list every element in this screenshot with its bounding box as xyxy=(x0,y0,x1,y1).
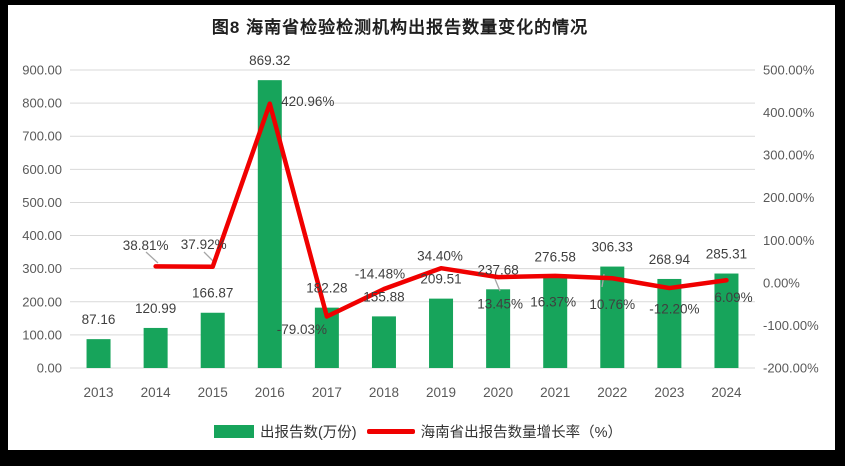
growth-value-label: -14.48% xyxy=(355,267,405,282)
x-axis-label-2018: 2018 xyxy=(369,385,399,400)
bar-2014 xyxy=(143,327,168,368)
left-axis-tick-label: 600.00 xyxy=(22,162,62,177)
bar-value-label: 306.33 xyxy=(592,240,633,255)
x-axis-label-2019: 2019 xyxy=(426,385,456,400)
right-axis-tick-label: 0.00% xyxy=(763,275,800,290)
legend-line-label: 海南省出报告数量增长率（%） xyxy=(420,424,623,441)
left-axis-tick-label: 0.00 xyxy=(37,361,62,376)
growth-value-label: -79.03% xyxy=(277,322,327,337)
bar-2020 xyxy=(486,289,511,368)
bar-value-label: 869.32 xyxy=(249,53,290,68)
growth-value-label: 37.92% xyxy=(181,237,227,252)
bar-value-label: 285.31 xyxy=(706,247,747,262)
bar-series-swatch-icon xyxy=(213,424,254,438)
bar-value-label: 237.68 xyxy=(477,262,518,277)
growth-value-label: 420.96% xyxy=(281,94,334,109)
left-axis-tick-label: 900.00 xyxy=(22,63,62,78)
right-axis-tick-label: 200.00% xyxy=(763,190,815,205)
right-axis-tick-label: 400.00% xyxy=(763,105,815,120)
left-axis-tick-label: 200.00 xyxy=(22,294,62,309)
x-axis-label-2021: 2021 xyxy=(540,385,570,400)
x-axis-label-2024: 2024 xyxy=(711,385,742,400)
bar-2021 xyxy=(543,276,568,368)
left-axis-tick-label: 400.00 xyxy=(22,228,62,243)
x-axis-label-2016: 2016 xyxy=(255,385,285,400)
label-leader-line xyxy=(494,278,501,292)
x-axis-label-2022: 2022 xyxy=(597,385,627,400)
x-axis-label-2017: 2017 xyxy=(312,385,342,400)
x-axis-label-2013: 2013 xyxy=(84,385,114,400)
left-axis-tick-label: 100.00 xyxy=(22,327,62,342)
left-axis-tick-label: 700.00 xyxy=(22,129,62,144)
chart-legend: 出报告数(万份) 海南省出报告数量增长率（%） xyxy=(8,420,828,442)
bar-2013 xyxy=(86,339,111,368)
bar-value-label: 155.88 xyxy=(363,289,404,304)
chart-title: 图8 海南省检验检测机构出报告数量变化的情况 xyxy=(211,18,589,37)
bar-2023 xyxy=(657,278,682,368)
growth-value-label: 38.81% xyxy=(123,238,169,253)
growth-value-label: -12.20% xyxy=(649,302,699,317)
right-axis-tick-label: 500.00% xyxy=(763,63,815,78)
x-axis-label-2023: 2023 xyxy=(654,385,684,400)
right-axis-tick-label: -100.00% xyxy=(763,318,819,333)
bar-2019 xyxy=(429,298,454,368)
chart-background xyxy=(8,5,835,450)
bar-2015 xyxy=(200,312,225,368)
bar-2024 xyxy=(714,273,739,368)
growth-value-label: 6.09% xyxy=(714,290,752,305)
growth-value-label: 13.45% xyxy=(477,297,523,312)
x-axis-label-2015: 2015 xyxy=(198,385,228,400)
bar-2018 xyxy=(371,316,396,368)
bar-2022 xyxy=(600,266,625,368)
bar-value-label: 209.51 xyxy=(420,272,461,287)
x-axis-label-2020: 2020 xyxy=(483,385,513,400)
growth-value-label: 16.37% xyxy=(530,294,576,309)
growth-rate-line xyxy=(153,101,729,319)
legend-bar-label: 出报告数(万份) xyxy=(259,424,357,441)
bar-value-label: 87.16 xyxy=(82,312,116,327)
bar-value-label: 276.58 xyxy=(535,249,576,264)
right-axis-tick-label: 100.00% xyxy=(763,233,815,248)
bar-value-label: 268.94 xyxy=(649,252,691,267)
growth-value-label: 10.76% xyxy=(589,297,635,312)
label-leader-line xyxy=(145,251,159,264)
right-axis-tick-label: 300.00% xyxy=(763,148,815,163)
x-axis-label-2014: 2014 xyxy=(141,385,172,400)
line-series-swatch-icon xyxy=(366,428,415,434)
left-axis-tick-label: 800.00 xyxy=(22,96,62,111)
left-axis-tick-label: 300.00 xyxy=(22,261,62,276)
bar-value-label: 120.99 xyxy=(135,301,176,316)
bar-value-label: 182.28 xyxy=(306,281,347,296)
right-axis-tick-label: -200.00% xyxy=(763,361,819,376)
left-axis-tick-label: 500.00 xyxy=(22,195,62,210)
growth-value-label: 34.40% xyxy=(417,249,463,264)
bar-value-label: 166.87 xyxy=(192,286,233,301)
